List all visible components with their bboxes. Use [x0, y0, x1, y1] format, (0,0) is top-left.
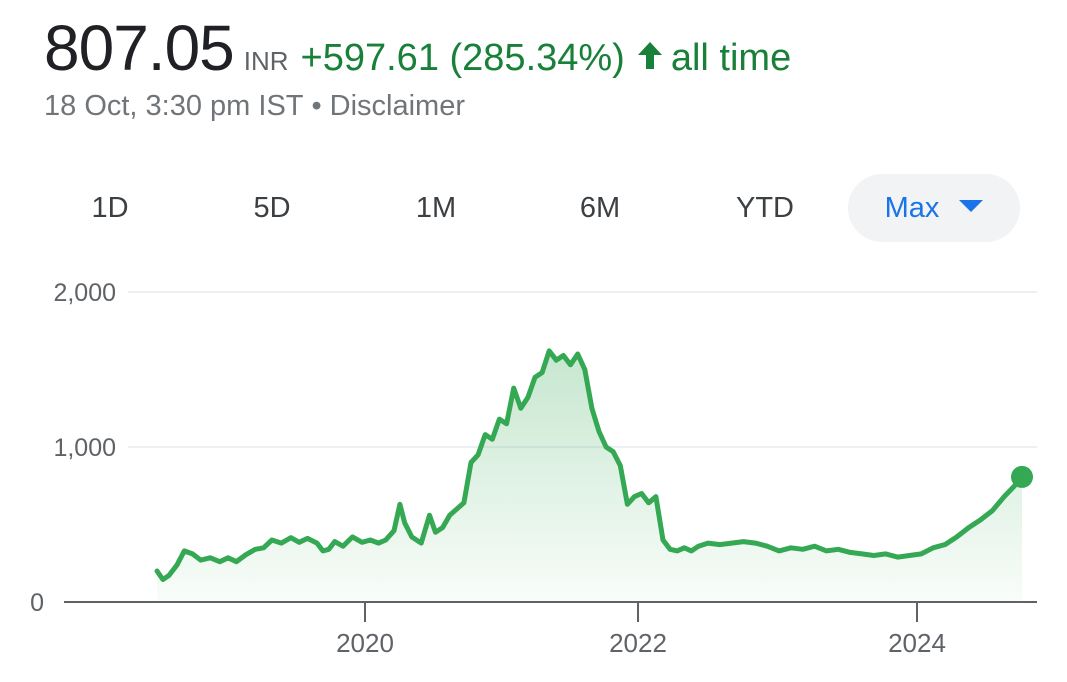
dropdown-caret-icon [959, 200, 984, 213]
tab-label: 6M [579, 192, 621, 224]
tab-5d[interactable]: 5D [210, 174, 334, 242]
timestamp: 18 Oct, 3:30 pm IST [44, 90, 304, 122]
price-row: 807.05 INR +597.61 (285.34%) all time [44, 8, 791, 88]
disclaimer-link[interactable]: Disclaimer [329, 90, 465, 122]
last-price-marker [1011, 465, 1033, 488]
timestamp-line: 18 Oct, 3:30 pm IST • Disclaimer [44, 90, 791, 123]
price-change: +597.61 (285.34%) [300, 37, 625, 79]
tab-max[interactable]: Max [848, 174, 1020, 242]
tab-1d[interactable]: 1D [48, 174, 172, 242]
y-tick-label: 0 [30, 589, 44, 617]
quote-header: 807.05 INR +597.61 (285.34%) all time 18… [44, 8, 791, 123]
tab-label: 1D [91, 192, 129, 224]
currency-code: INR [243, 46, 289, 76]
change-period: all time [670, 37, 792, 79]
y-tick-label: 1,000 [53, 434, 116, 462]
range-tabs: 1D 5D 1M 6M YTD Max [48, 174, 1020, 242]
tab-ytd[interactable]: YTD [703, 174, 827, 242]
tab-label: YTD [736, 192, 794, 224]
x-axis: 2020 2022 2024 [336, 602, 946, 658]
separator: • [311, 90, 322, 122]
price-line [154, 348, 1025, 582]
tab-1m[interactable]: 1M [374, 174, 498, 242]
y-axis: 0 1,000 2,000 [30, 279, 116, 617]
tab-label: Max [884, 192, 940, 224]
tab-6m[interactable]: 6M [538, 174, 662, 242]
tab-label: 1M [415, 192, 457, 224]
arrow-up-icon [637, 40, 663, 79]
x-tick-label: 2020 [336, 628, 394, 658]
price-chart: 0 1,000 2,000 2020 2022 2024 [30, 279, 1037, 658]
x-tick-label: 2024 [888, 628, 946, 658]
y-tick-label: 2,000 [53, 279, 116, 307]
x-tick-label: 2022 [609, 628, 667, 658]
tab-label: 5D [253, 192, 291, 224]
price-area [157, 350, 1022, 602]
current-price: 807.05 [44, 12, 235, 84]
